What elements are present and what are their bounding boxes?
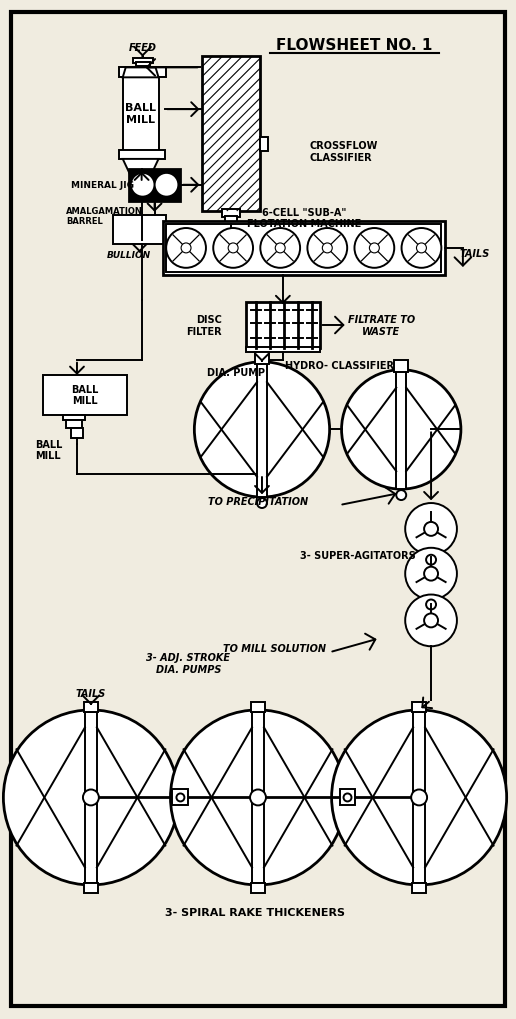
Text: TO PRECIPITATION: TO PRECIPITATION: [208, 496, 308, 506]
Text: MINERAL JIG: MINERAL JIG: [71, 181, 134, 191]
Bar: [251, 702, 265, 712]
Circle shape: [354, 229, 394, 269]
Circle shape: [411, 790, 427, 806]
Circle shape: [342, 370, 461, 489]
Text: BULLION: BULLION: [107, 251, 151, 260]
Circle shape: [426, 600, 436, 609]
Bar: [66, 378, 82, 383]
Circle shape: [424, 523, 438, 536]
Bar: [63, 383, 85, 389]
Text: FEED: FEED: [128, 43, 157, 52]
Bar: [246, 347, 320, 353]
Bar: [225, 216, 237, 224]
Circle shape: [405, 548, 457, 600]
Circle shape: [396, 490, 406, 500]
Circle shape: [322, 244, 332, 254]
Bar: [66, 421, 82, 429]
Circle shape: [250, 790, 266, 806]
Circle shape: [426, 555, 436, 566]
Bar: [84, 883, 98, 893]
Circle shape: [133, 175, 153, 196]
Circle shape: [176, 794, 184, 802]
Circle shape: [166, 229, 206, 269]
Circle shape: [156, 175, 176, 196]
Circle shape: [260, 229, 300, 269]
Text: HYDRO- CLASSIFIER: HYDRO- CLASSIFIER: [285, 361, 394, 371]
Text: DIA. PUMP: DIA. PUMP: [207, 368, 265, 377]
Circle shape: [275, 244, 285, 254]
Circle shape: [405, 503, 457, 555]
Bar: [128, 170, 181, 202]
Bar: [394, 361, 408, 372]
Bar: [119, 68, 167, 78]
Bar: [251, 883, 265, 893]
Bar: [84, 702, 98, 712]
Bar: [222, 210, 240, 217]
Bar: [202, 57, 260, 211]
Bar: [172, 790, 188, 806]
Text: CROSSFLOW
CLASSIFIER: CROSSFLOW CLASSIFIER: [310, 141, 378, 163]
Circle shape: [424, 613, 438, 628]
Text: TO MILL SOLUTION: TO MILL SOLUTION: [223, 644, 327, 653]
Text: BALL
MILL: BALL MILL: [71, 384, 99, 406]
Bar: [43, 375, 127, 415]
Bar: [340, 790, 356, 806]
Circle shape: [228, 244, 238, 254]
Circle shape: [405, 595, 457, 647]
Bar: [413, 712, 425, 883]
Bar: [412, 702, 426, 712]
Bar: [167, 224, 441, 273]
Bar: [246, 303, 320, 348]
Circle shape: [401, 229, 441, 269]
Bar: [71, 429, 83, 439]
Circle shape: [257, 498, 267, 508]
Bar: [260, 138, 268, 152]
Bar: [123, 78, 158, 152]
Text: FLOWSHEET NO. 1: FLOWSHEET NO. 1: [276, 38, 432, 53]
Bar: [133, 59, 153, 64]
Bar: [136, 63, 150, 67]
Bar: [257, 363, 267, 497]
Bar: [113, 215, 167, 246]
Bar: [134, 175, 150, 183]
Bar: [252, 712, 264, 883]
Text: 3- SPIRAL RAKE THICKENERS: 3- SPIRAL RAKE THICKENERS: [165, 907, 345, 917]
Bar: [85, 712, 97, 883]
Circle shape: [308, 229, 347, 269]
Text: FILTRATE TO
WASTE: FILTRATE TO WASTE: [348, 315, 415, 336]
Bar: [119, 151, 165, 160]
Circle shape: [213, 229, 253, 269]
Circle shape: [369, 244, 379, 254]
Text: BALL
MILL: BALL MILL: [125, 103, 156, 124]
Circle shape: [424, 568, 438, 581]
Circle shape: [416, 244, 426, 254]
Circle shape: [344, 794, 351, 802]
Text: AMALGAMATION
BARREL: AMALGAMATION BARREL: [66, 207, 143, 226]
Text: 3- SUPER-AGITATORS: 3- SUPER-AGITATORS: [300, 550, 415, 560]
Circle shape: [83, 790, 99, 806]
Circle shape: [195, 363, 330, 497]
Text: 3- ADJ. STROKE
DIA. PUMPS: 3- ADJ. STROKE DIA. PUMPS: [147, 653, 230, 675]
Text: TAILS: TAILS: [460, 249, 490, 259]
Circle shape: [181, 244, 191, 254]
Text: BALL
MILL: BALL MILL: [35, 439, 62, 461]
Text: 6-CELL "SUB-A"
FLOTATION MACHINE: 6-CELL "SUB-A" FLOTATION MACHINE: [247, 208, 361, 229]
Bar: [396, 370, 406, 489]
Text: DISC
FILTER: DISC FILTER: [187, 315, 222, 336]
Bar: [255, 353, 269, 365]
Circle shape: [4, 710, 179, 886]
Bar: [63, 415, 85, 421]
Polygon shape: [123, 68, 158, 78]
Bar: [163, 221, 445, 276]
Text: TAILS: TAILS: [76, 688, 106, 698]
Circle shape: [332, 710, 507, 886]
Bar: [412, 883, 426, 893]
Polygon shape: [123, 160, 158, 176]
Bar: [167, 222, 174, 238]
Circle shape: [170, 710, 346, 886]
